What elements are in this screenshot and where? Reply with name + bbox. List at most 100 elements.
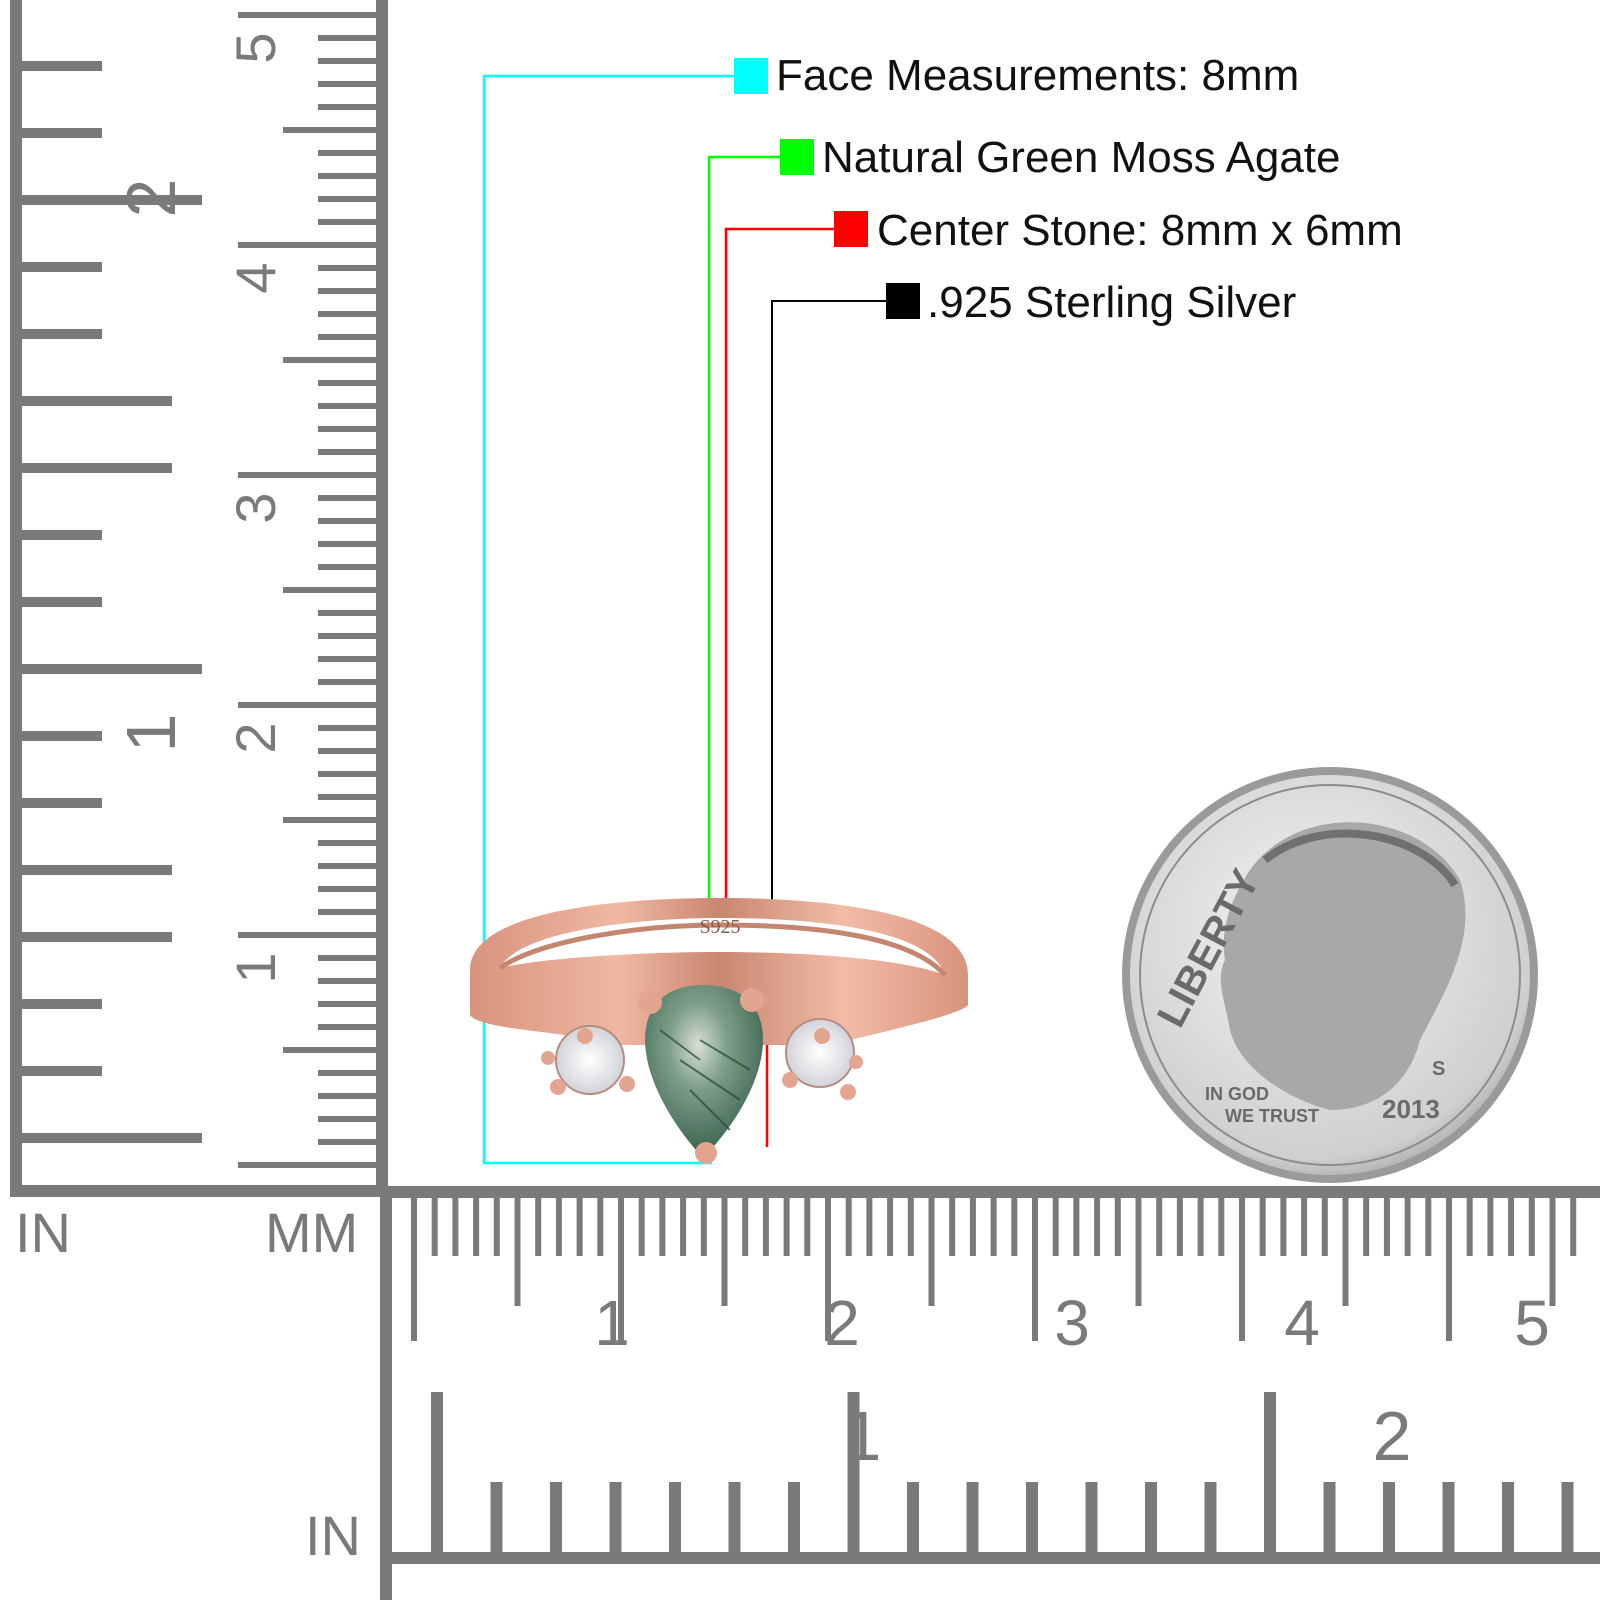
inch-tick — [12, 530, 102, 540]
mm-tick — [238, 12, 378, 18]
mm-tick — [1197, 1196, 1204, 1256]
mm-tick — [318, 771, 378, 777]
inch-tick — [12, 61, 102, 71]
inch-tick — [609, 1482, 622, 1552]
mm-tick — [318, 265, 378, 271]
coin-year: 2013 — [1382, 1094, 1440, 1124]
mm-tick — [1114, 1196, 1121, 1256]
horizontal-cm-label: 3 — [1054, 1287, 1090, 1359]
mm-tick — [493, 1196, 500, 1256]
mm-tick — [318, 978, 378, 984]
inch-tick — [12, 999, 102, 1009]
mm-tick — [318, 1116, 378, 1122]
mm-tick — [238, 472, 378, 478]
ring-stamp: S925 — [699, 916, 740, 938]
mm-tick — [411, 1196, 417, 1341]
side-stone-left — [555, 1025, 625, 1095]
inch-tick — [12, 329, 102, 339]
mm-tick — [318, 288, 378, 294]
inch-tick — [788, 1482, 800, 1552]
inch-tick — [1561, 1482, 1574, 1552]
mm-tick — [907, 1196, 914, 1256]
mm-tick — [1528, 1196, 1535, 1256]
swatch-sterling-silver — [886, 283, 920, 319]
inch-tick — [550, 1482, 562, 1552]
mm-tick — [1301, 1196, 1308, 1256]
side-stone-right — [785, 1018, 855, 1088]
mm-tick — [283, 1047, 378, 1053]
mm-tick — [318, 35, 378, 41]
inch-tick — [1442, 1482, 1455, 1552]
mm-tick — [318, 909, 378, 915]
mm-tick — [1032, 1196, 1038, 1341]
vertical-cm-label: 1 — [224, 952, 287, 983]
mm-tick — [1487, 1196, 1494, 1256]
mm-tick — [1342, 1196, 1349, 1306]
mm-tick — [700, 1196, 707, 1256]
inch-tick — [728, 1482, 741, 1552]
coin-motto-1: IN GOD — [1205, 1084, 1269, 1104]
mm-tick — [845, 1196, 852, 1256]
mm-tick — [1404, 1196, 1411, 1256]
dime-coin-scale-reference: LIBERTY IN GOD WE TRUST 2013 S — [1122, 767, 1538, 1183]
mm-tick — [825, 1196, 831, 1341]
mm-tick — [318, 380, 378, 386]
mm-tick — [1466, 1196, 1473, 1256]
mm-tick — [969, 1196, 976, 1256]
inch-tick — [490, 1482, 503, 1552]
mm-tick — [318, 725, 378, 731]
label-moss-agate: Natural Green Moss Agate — [822, 133, 1340, 182]
mm-tick — [659, 1196, 666, 1256]
mm-tick — [318, 1001, 378, 1007]
mm-tick — [514, 1196, 521, 1306]
label-sterling-silver: .925 Sterling Silver — [927, 278, 1296, 327]
inch-tick — [12, 731, 102, 741]
ruler-unit-in-left: IN — [15, 1201, 71, 1264]
mm-tick — [783, 1196, 790, 1256]
swatch-face-measurements — [734, 58, 768, 94]
ring-illustration: S925 — [470, 898, 968, 1164]
inch-tick — [12, 128, 102, 138]
mm-tick — [318, 863, 378, 869]
inch-tick — [12, 1066, 102, 1076]
mm-tick — [318, 219, 378, 225]
mm-tick — [318, 1093, 378, 1099]
mm-tick — [318, 104, 378, 110]
mm-tick — [1321, 1196, 1328, 1256]
ruler-unit-in-bottom: IN — [305, 1504, 361, 1567]
inch-tick — [1264, 1392, 1276, 1552]
mm-tick — [283, 817, 378, 823]
mm-tick — [1259, 1196, 1266, 1256]
mm-tick — [318, 955, 378, 961]
inch-tick — [966, 1482, 979, 1552]
coin-mint-mark: S — [1432, 1058, 1445, 1080]
mm-tick — [318, 564, 378, 570]
moss-agate-line — [707, 155, 796, 978]
mm-tick — [887, 1196, 894, 1256]
inch-tick — [1383, 1482, 1395, 1552]
mm-tick — [452, 1196, 459, 1256]
mm-tick — [318, 541, 378, 547]
mm-tick — [238, 242, 378, 248]
mm-tick — [1280, 1196, 1287, 1256]
mm-tick — [1073, 1196, 1080, 1256]
mm-tick — [535, 1196, 542, 1256]
label-face-measurements: Face Measurements: 8mm — [776, 51, 1299, 100]
label-center-stone: Center Stone: 8mm x 6mm — [877, 206, 1403, 255]
mm-tick — [1176, 1196, 1183, 1256]
vertical-cm-label: 5 — [224, 32, 287, 63]
mm-tick — [283, 357, 378, 363]
coin-portrait — [1220, 822, 1466, 1110]
vertical-inch-label: 2 — [112, 179, 190, 218]
inch-tick — [847, 1392, 860, 1552]
mm-tick — [990, 1196, 997, 1256]
mm-tick — [721, 1196, 728, 1306]
ruler-labels: 1 2 3 4 5 1 2 1 2 3 4 5 1 2 — [112, 32, 1550, 1475]
center-stone-line — [724, 227, 850, 981]
horizontal-cm-label: 4 — [1284, 1287, 1320, 1359]
mm-tick — [318, 794, 378, 800]
swatch-moss-agate — [780, 139, 814, 175]
mm-tick — [318, 426, 378, 432]
mm-tick — [804, 1196, 811, 1256]
